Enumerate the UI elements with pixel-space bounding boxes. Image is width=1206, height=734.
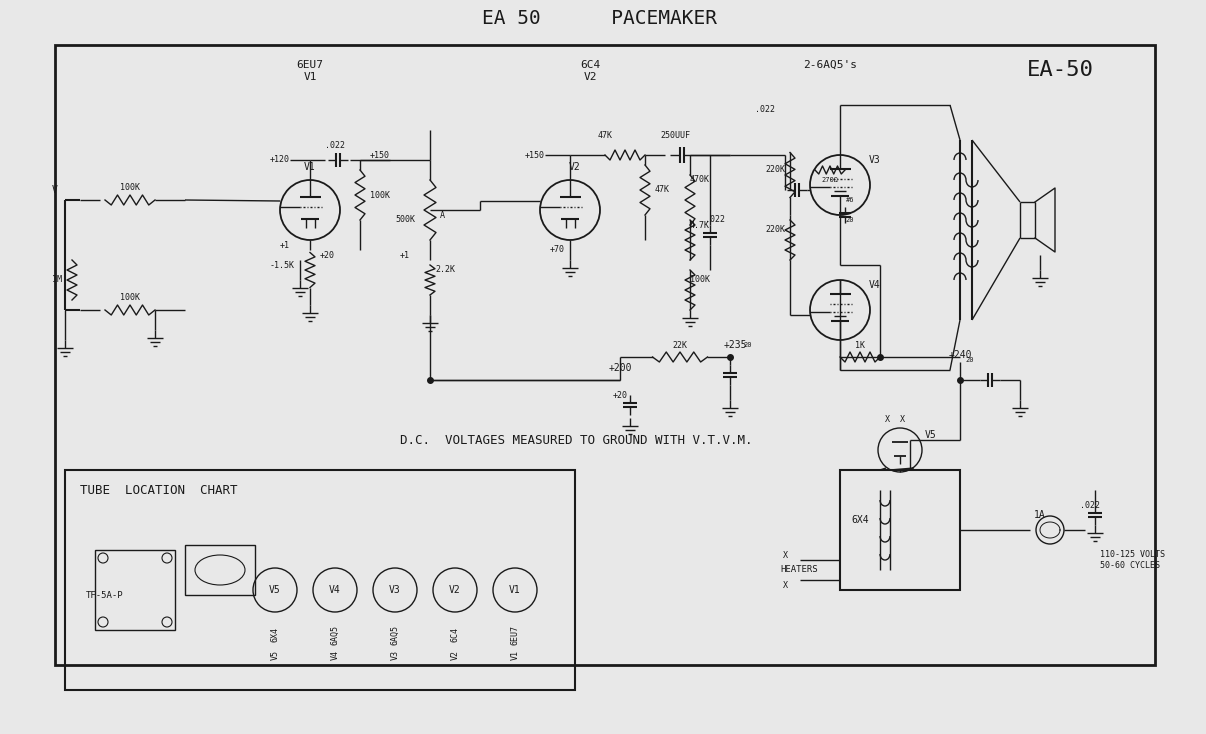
Text: V2: V2	[449, 585, 461, 595]
Text: 6X4: 6X4	[851, 515, 868, 525]
Text: #6: #6	[845, 197, 854, 203]
Text: EA-50: EA-50	[1026, 60, 1094, 80]
Text: V5: V5	[925, 430, 937, 440]
Text: 270Ω: 270Ω	[821, 177, 838, 183]
Text: 250UUF: 250UUF	[660, 131, 690, 139]
Text: +120: +120	[270, 156, 289, 164]
Text: +150: +150	[370, 150, 390, 159]
Text: +70: +70	[550, 245, 564, 255]
Text: V1: V1	[303, 72, 317, 82]
Text: X: X	[783, 581, 788, 589]
Text: 47K: 47K	[655, 186, 671, 195]
Text: +20: +20	[613, 390, 627, 399]
Text: .022: .022	[1081, 501, 1100, 509]
Text: V4: V4	[870, 280, 880, 290]
Text: 1M: 1M	[52, 275, 62, 285]
Text: +235: +235	[724, 340, 747, 350]
Text: 20: 20	[845, 217, 854, 223]
Text: +1: +1	[280, 241, 289, 250]
Text: 100K: 100K	[690, 275, 710, 285]
Text: V3: V3	[391, 650, 399, 660]
Text: .022: .022	[706, 216, 725, 225]
Text: +1: +1	[400, 250, 410, 260]
Text: V: V	[52, 185, 58, 195]
Bar	[185, 545, 254, 595]
Bar	[841, 470, 960, 590]
Text: V5: V5	[270, 650, 280, 660]
Text: 110-125 VOLTS
50-60 CYCLES: 110-125 VOLTS 50-60 CYCLES	[1100, 550, 1165, 570]
Text: 6AQ5: 6AQ5	[391, 625, 399, 645]
Bar	[65, 470, 575, 690]
Text: 4.7K: 4.7K	[690, 220, 710, 230]
Text: D.C.  VOLTAGES MEASURED TO GROUND WITH V.T.V.M.: D.C. VOLTAGES MEASURED TO GROUND WITH V.…	[400, 434, 753, 446]
Bar	[95, 550, 175, 630]
Text: 6EU7: 6EU7	[297, 60, 323, 70]
Text: +20: +20	[320, 250, 335, 260]
Text: V3: V3	[390, 585, 400, 595]
Text: V1: V1	[304, 162, 316, 172]
Text: -1.5K: -1.5K	[270, 261, 295, 269]
Text: 100K: 100K	[370, 191, 390, 200]
Text: 220K: 220K	[765, 165, 785, 175]
Text: 20: 20	[744, 342, 753, 348]
Text: 1K: 1K	[855, 341, 865, 349]
Text: V3: V3	[870, 155, 880, 165]
Text: X: X	[783, 550, 788, 559]
Text: 6X4: 6X4	[270, 628, 280, 642]
Text: TF-5A-P: TF-5A-P	[86, 590, 124, 600]
Text: A: A	[440, 211, 445, 219]
Text: +240: +240	[948, 350, 972, 360]
Text: 1A: 1A	[1034, 510, 1046, 520]
Text: V2: V2	[569, 162, 581, 172]
Text: 220K: 220K	[765, 225, 785, 234]
Text: 6EU7: 6EU7	[510, 625, 520, 645]
Text: 100K: 100K	[121, 184, 140, 192]
Text: V4: V4	[329, 585, 341, 595]
Text: V5: V5	[269, 585, 281, 595]
Text: V2: V2	[584, 72, 597, 82]
Text: +200: +200	[608, 363, 632, 373]
Text: 100K: 100K	[121, 294, 140, 302]
Text: 22K: 22K	[673, 341, 687, 349]
Text: 2-6AQ5's: 2-6AQ5's	[803, 60, 857, 70]
Text: HEATERS: HEATERS	[780, 565, 818, 575]
Text: .022: .022	[755, 106, 775, 115]
Text: +150: +150	[525, 150, 545, 159]
Text: 20: 20	[966, 357, 974, 363]
Text: .022: .022	[324, 140, 345, 150]
Text: V2: V2	[451, 650, 459, 660]
Text: 500K: 500K	[396, 216, 415, 225]
Text: 6C4: 6C4	[451, 628, 459, 642]
Bar	[55, 45, 1155, 665]
Text: 6C4: 6C4	[580, 60, 601, 70]
Text: V1: V1	[510, 650, 520, 660]
Text: V1: V1	[509, 585, 521, 595]
Text: 47K: 47K	[597, 131, 613, 139]
Text: 2.2K: 2.2K	[435, 266, 455, 275]
Text: V4: V4	[330, 650, 340, 660]
Text: EA 50      PACEMAKER: EA 50 PACEMAKER	[482, 9, 718, 27]
Text: TUBE  LOCATION  CHART: TUBE LOCATION CHART	[80, 484, 238, 496]
Text: 6AQ5: 6AQ5	[330, 625, 340, 645]
Text: 470K: 470K	[690, 175, 710, 184]
Text: X  X: X X	[885, 415, 904, 424]
